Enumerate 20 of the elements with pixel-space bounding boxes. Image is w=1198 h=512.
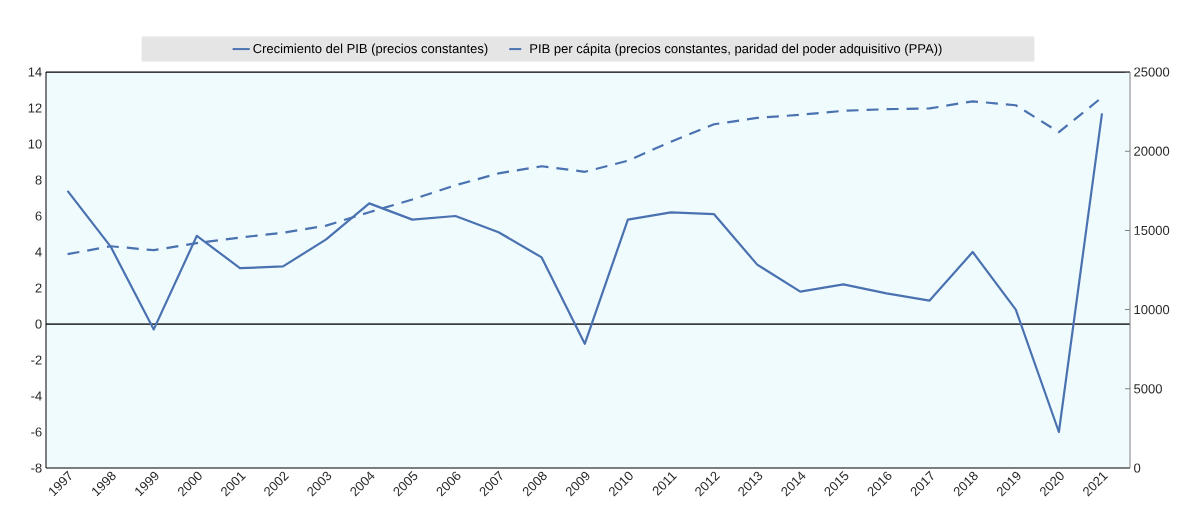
y-tick-label: 12 [28, 103, 42, 113]
y-tick-label: -2 [31, 355, 42, 365]
y2-tick-label: 0 [1134, 463, 1141, 473]
y2-tick-label: 10000 [1134, 304, 1170, 315]
legend-label: PIB per cápita (precios constantes, paridad del poder adquisitivo (PPA)) [530, 43, 942, 56]
y-tick-label: 10 [28, 139, 42, 149]
legend-label: Crecimiento del PIB (precios constantes) [253, 43, 488, 56]
y-tick-label: 2 [35, 283, 42, 293]
y-tick-label: -6 [31, 427, 42, 437]
y-tick-label: -8 [31, 463, 42, 473]
y-tick-label: 6 [35, 211, 42, 221]
y2-tick-label: 20000 [1134, 146, 1170, 156]
y2-tick-label: 5000 [1134, 384, 1162, 394]
y2-tick-label: 15000 [1134, 225, 1170, 235]
y-tick-label: 8 [35, 175, 42, 185]
y-tick-label: 0 [35, 319, 42, 329]
y-tick-label: 4 [35, 247, 42, 257]
y-tick-label: 14 [28, 67, 42, 77]
y2-tick-label: 25000 [1134, 67, 1170, 77]
y-tick-label: -4 [31, 391, 42, 401]
